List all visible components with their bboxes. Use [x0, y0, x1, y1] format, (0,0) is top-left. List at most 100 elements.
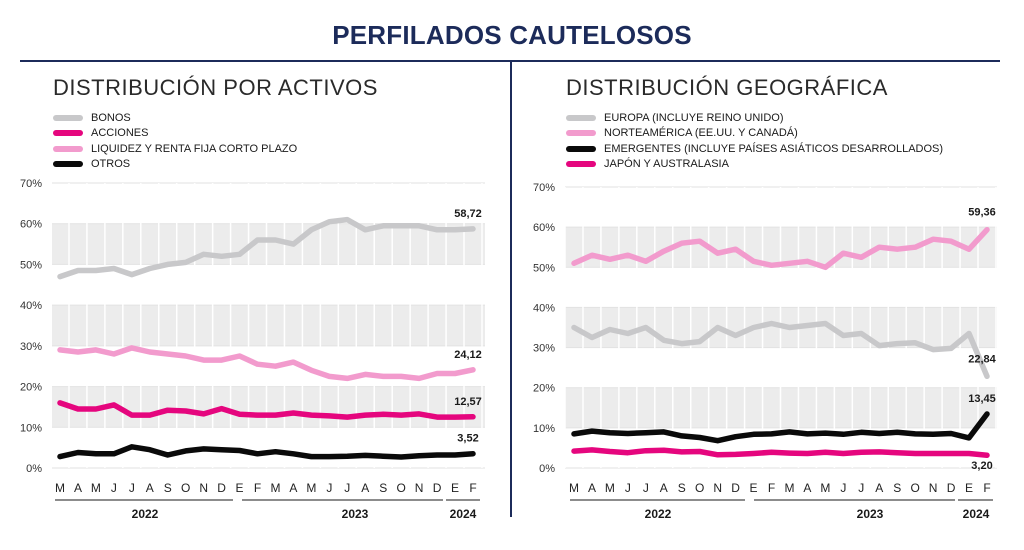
y-tick-label: 20%	[533, 383, 555, 395]
legend-swatch	[53, 130, 83, 137]
legend-item: NORTEAMÉRICA (EE.UU. Y CANADÁ)	[566, 126, 943, 142]
legend-swatch	[53, 145, 83, 152]
legend-swatch	[53, 114, 83, 121]
legend-item: ACCIONES	[53, 126, 297, 142]
series-line	[57, 216, 476, 280]
legend-item: BONOS	[53, 110, 297, 126]
title-rule	[20, 60, 1000, 62]
right-panel-title: DISTRIBUCIÓN GEOGRÁFICA	[566, 75, 888, 100]
x-tick-label: D	[947, 481, 956, 495]
x-tick-label: A	[361, 481, 369, 495]
y-tick-label: 50%	[533, 262, 555, 274]
y-tick-label: 10%	[533, 423, 555, 435]
year-label: 2022	[645, 507, 672, 521]
end-value-label: 22,84	[968, 353, 996, 365]
x-tick-label: J	[840, 481, 846, 495]
x-tick-label: A	[875, 481, 883, 495]
y-tick-label: 10%	[20, 422, 42, 434]
x-tick-label: J	[326, 481, 332, 495]
x-tick-label: S	[678, 481, 686, 495]
y-tick-label: 50%	[20, 259, 42, 271]
legend-label: EMERGENTES (INCLUYE PAÍSES ASIÁTICOS DES…	[604, 142, 944, 155]
series-line	[571, 447, 990, 458]
x-tick-label: J	[344, 481, 350, 495]
x-tick-label: O	[181, 481, 190, 495]
end-value-label: 13,45	[968, 393, 996, 405]
x-tick-label: D	[217, 481, 226, 495]
legend-label: JAPÓN Y AUSTRALASIA	[604, 158, 729, 171]
grid-band	[52, 386, 485, 428]
legend-item: LIQUIDEZ Y RENTA FIJA CORTO PLAZO	[53, 141, 297, 157]
x-tick-label: N	[199, 481, 208, 495]
x-tick-label: M	[55, 481, 65, 495]
y-tick-label: 0%	[539, 463, 555, 475]
x-tick-label: E	[236, 481, 244, 495]
legend-label: OTROS	[91, 158, 131, 171]
x-tick-label: O	[695, 481, 704, 495]
series-line	[571, 226, 990, 271]
x-tick-label: J	[129, 481, 135, 495]
x-tick-label: J	[858, 481, 864, 495]
x-tick-label: M	[569, 481, 579, 495]
series-line	[571, 411, 990, 444]
left-panel-title: DISTRIBUCIÓN POR ACTIVOS	[53, 75, 378, 100]
y-tick-label: 30%	[533, 343, 555, 355]
y-tick-label: 40%	[533, 302, 555, 314]
y-tick-label: 40%	[20, 300, 42, 312]
year-label: 2023	[342, 507, 369, 521]
x-tick-label: A	[146, 481, 154, 495]
x-tick-label: E	[965, 481, 973, 495]
x-tick-label: F	[768, 481, 775, 495]
y-tick-label: 20%	[20, 382, 42, 394]
legend-item: EMERGENTES (INCLUYE PAÍSES ASIÁTICOS DES…	[566, 141, 943, 157]
x-tick-label: A	[289, 481, 297, 495]
legend-label: BONOS	[91, 111, 131, 124]
x-tick-label: E	[750, 481, 758, 495]
y-tick-label: 60%	[533, 222, 555, 234]
main-title: PERFILADOS CAUTELOSOS	[332, 20, 692, 50]
x-tick-label: M	[270, 481, 280, 495]
end-value-label: 58,72	[454, 208, 482, 220]
y-tick-label: 60%	[20, 219, 42, 231]
legend-item: JAPÓN Y AUSTRALASIA	[566, 157, 943, 173]
y-tick-label: 70%	[533, 182, 555, 194]
legend-label: EUROPA (INCLUYE REINO UNIDO)	[604, 111, 784, 124]
series-line	[57, 345, 476, 382]
x-tick-label: J	[111, 481, 117, 495]
legend-label: NORTEAMÉRICA (EE.UU. Y CANADÁ)	[604, 127, 798, 140]
x-tick-label: J	[643, 481, 649, 495]
legend-swatch	[566, 114, 596, 121]
x-tick-label: M	[306, 481, 316, 495]
legend-label: ACCIONES	[91, 127, 149, 140]
end-value-label: 3,52	[457, 433, 478, 445]
x-tick-label: F	[469, 481, 476, 495]
x-tick-label: S	[893, 481, 901, 495]
x-tick-label: N	[929, 481, 938, 495]
legend-item: EUROPA (INCLUYE REINO UNIDO)	[566, 110, 943, 126]
x-tick-label: M	[784, 481, 794, 495]
legend-item: OTROS	[53, 157, 297, 173]
grid-band	[52, 305, 485, 346]
end-value-label: 12,57	[454, 396, 482, 408]
end-value-label: 24,12	[454, 349, 482, 361]
x-tick-label: F	[983, 481, 990, 495]
series-line	[57, 400, 476, 420]
x-tick-label: A	[803, 481, 811, 495]
panel-divider	[510, 62, 512, 517]
x-tick-label: M	[91, 481, 101, 495]
y-tick-label: 0%	[26, 463, 42, 475]
legend-swatch	[566, 130, 596, 137]
x-tick-label: F	[254, 481, 261, 495]
legend-swatch	[566, 161, 596, 168]
series-line	[571, 320, 990, 380]
x-tick-label: N	[713, 481, 722, 495]
x-tick-label: A	[74, 481, 82, 495]
x-tick-label: D	[731, 481, 740, 495]
x-tick-label: O	[397, 481, 406, 495]
x-tick-label: M	[605, 481, 615, 495]
y-tick-label: 30%	[20, 341, 42, 353]
x-tick-label: E	[451, 481, 459, 495]
year-label: 2022	[132, 507, 159, 521]
x-tick-label: S	[379, 481, 387, 495]
